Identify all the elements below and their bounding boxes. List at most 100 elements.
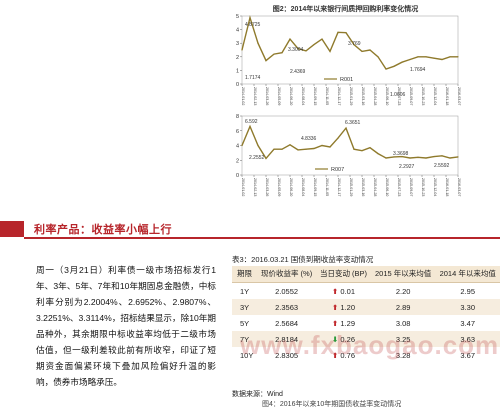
cell-avg-2015: 3.25 xyxy=(370,331,436,347)
repo-rate-chart-r007: 0 2 4 6 8 2014-01-02 2014-02-13 2014-03-26 2014-… xyxy=(228,112,463,204)
cell-yield: 2.8184 xyxy=(257,331,317,347)
cell-avg-2015: 2.89 xyxy=(370,299,436,315)
change-value: 1.29 xyxy=(340,318,355,328)
data-point xyxy=(353,148,355,150)
data-point xyxy=(345,127,347,129)
data-point xyxy=(385,68,387,70)
point-annotation: 6.3651 xyxy=(345,120,361,126)
cell-tenor: 3Y xyxy=(232,299,257,315)
section-title: 利率产品：收益率小幅上行 xyxy=(34,224,172,236)
point-annotation: 4.8725 xyxy=(245,22,261,28)
data-point xyxy=(369,147,371,149)
watermark: www.fxbaogao.com xyxy=(240,330,500,360)
x-tick-label: 2016-01-18 xyxy=(445,178,449,196)
x-tick-label: 2015-03-16 xyxy=(361,87,365,105)
data-point xyxy=(433,57,435,59)
point-annotation: 1.7174 xyxy=(245,75,261,81)
table-row: 3Y 2.3563 ⬆ 1.20 2.89 3.30 xyxy=(232,299,500,315)
point-annotation: 1.0606 xyxy=(390,92,406,98)
cell-change: ⬆ 0.76 xyxy=(316,347,371,363)
x-tick-label: 2014-02-13 xyxy=(253,178,257,196)
x-tick-label: 2016-03-07 xyxy=(457,87,461,105)
header-change: 当日变动 (BP) xyxy=(316,266,371,283)
body-paragraph: 周一（3月21日）利率债一级市场招标发行1年、3年、5年、7年和10年期固息金融… xyxy=(36,265,216,387)
cell-change: ⬆ 0.01 xyxy=(316,283,371,300)
data-point xyxy=(329,50,331,52)
data-point xyxy=(441,155,443,157)
x-tick-label: 2015-12-04 xyxy=(433,178,437,196)
y-tick-label: 2 xyxy=(236,158,239,164)
x-tick-label: 2014-01-02 xyxy=(241,178,245,196)
data-point xyxy=(289,38,291,40)
cell-change: ⬆ 1.29 xyxy=(316,315,371,331)
x-tick-label: 2014-09-15 xyxy=(313,87,317,105)
legend-label: R007 xyxy=(331,167,344,173)
data-point xyxy=(305,50,307,52)
table-row: 7Y 2.8184 ⬇ 0.26 3.25 3.63 xyxy=(232,331,500,347)
y-tick-label: 0 xyxy=(236,82,239,88)
header-avg-2015: 2015 年以来均值 xyxy=(370,266,436,283)
data-point xyxy=(377,56,379,58)
x-tick-label: 2015-09-07 xyxy=(409,178,413,196)
data-point xyxy=(329,146,331,148)
cell-avg-2015: 3.08 xyxy=(395,318,411,328)
data-point xyxy=(409,157,411,159)
section-header: 利率产品：收益率小幅上行 xyxy=(0,219,500,239)
table-row: 1Y 2.0552 ⬆ 0.01 2.20 2.95 xyxy=(232,283,500,300)
data-point xyxy=(265,157,267,159)
cell-change: ⬆ 1.20 xyxy=(316,299,371,315)
data-point xyxy=(297,48,299,50)
chart2-plot: 0 2 4 6 8 2014-01-02 2014-02-13 2014-03-26 2014-… xyxy=(236,114,461,196)
data-point xyxy=(457,56,459,58)
data-point xyxy=(297,149,299,151)
cell-tenor: 1Y xyxy=(240,286,250,296)
x-tick-label: 2014-01-02 xyxy=(241,87,245,105)
x-tick-label: 2015-12-04 xyxy=(433,87,437,105)
cell-tenor: 7Y xyxy=(232,331,257,347)
section-rule xyxy=(24,237,500,239)
x-tick-label: 2014-06-20 xyxy=(289,87,293,105)
data-point xyxy=(393,65,395,67)
change-value: 0.26 xyxy=(340,334,355,344)
cell-avg-2014: 3.30 xyxy=(435,299,500,315)
data-point xyxy=(449,56,451,58)
point-annotation: 2.5592 xyxy=(434,163,450,169)
data-point xyxy=(377,153,379,155)
arrow-up-icon: ⬆ xyxy=(332,286,341,296)
cell-avg-2014: 2.95 xyxy=(460,286,475,296)
cell-change: ⬇ 0.26 xyxy=(316,331,371,347)
data-point xyxy=(417,156,419,158)
data-point xyxy=(417,56,419,58)
x-tick-label: 2015-07-23 xyxy=(397,87,401,105)
y-tick-label: 0 xyxy=(236,173,239,179)
header-tenor: 期限 xyxy=(232,266,257,283)
data-source: 数据来源：Wind xyxy=(232,391,283,398)
chart1-title: 图2：2014年以来银行间质押回购利率变化情况 xyxy=(272,6,419,13)
data-point xyxy=(249,17,251,19)
x-tick-label: 2015-06-10 xyxy=(385,178,389,196)
data-point xyxy=(241,144,243,147)
data-point xyxy=(449,157,451,159)
x-tick-label: 2014-12-17 xyxy=(337,87,341,105)
section-marker xyxy=(0,221,24,237)
data-point xyxy=(281,52,283,54)
arrow-up-icon: ⬆ xyxy=(332,350,341,360)
data-point xyxy=(353,43,355,46)
header-avg-2014: 2014 年以来均值 xyxy=(435,266,500,283)
y-tick-label: 8 xyxy=(236,114,239,120)
data-point xyxy=(393,156,395,158)
data-point xyxy=(401,61,403,63)
next-figure-caption: 图4：2016年以来10年期国债收益率变动情况 xyxy=(262,401,402,408)
data-point xyxy=(249,125,251,127)
x-tick-label: 2014-12-17 xyxy=(337,178,341,196)
data-point xyxy=(361,50,363,52)
data-point xyxy=(345,32,347,34)
data-point xyxy=(257,144,259,147)
data-point xyxy=(281,148,283,150)
point-annotation: 1.7694 xyxy=(410,67,426,73)
yield-table: 期限 现价收益率 (%) 当日变动 (BP) 2015 年以来均值 2014 年… xyxy=(232,266,500,363)
point-annotation: 2.2552 xyxy=(249,155,265,161)
change-value: 0.01 xyxy=(340,286,355,296)
table-row: 5Y 2.5684 ⬆ 1.29 3.08 3.47 xyxy=(232,315,500,331)
y-tick-label: 4 xyxy=(236,144,239,150)
